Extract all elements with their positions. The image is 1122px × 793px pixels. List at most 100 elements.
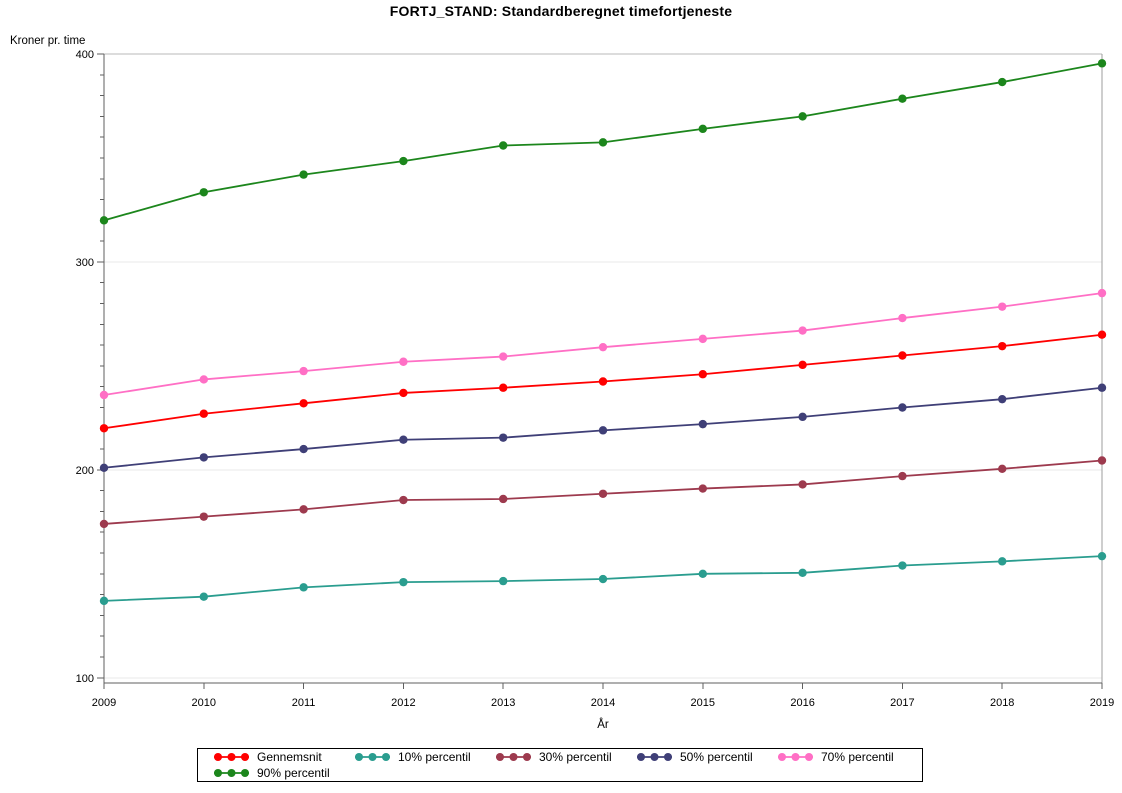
data-point: [998, 464, 1007, 474]
x-tick-label: 2018: [990, 697, 1014, 709]
data-point: [499, 433, 508, 442]
legend-item-label: 10% percentil: [398, 750, 471, 764]
data-point: [99, 390, 109, 400]
data-point: [199, 188, 208, 197]
data-point: [499, 494, 508, 504]
data-point: [399, 495, 408, 505]
data-point: [299, 505, 308, 514]
data-point: [1097, 59, 1107, 68]
data-point: [99, 519, 109, 529]
data-point: [499, 352, 508, 361]
data-point: [399, 357, 408, 366]
x-axis-title: År: [597, 719, 609, 731]
y-axis-title: Kroner pr. time: [10, 35, 86, 47]
data-point: [1097, 288, 1107, 298]
data-point: [898, 313, 907, 323]
legend-item: 10% percentil: [354, 749, 495, 765]
legend-item-label: 70% percentil: [821, 750, 894, 764]
legend-marker-icon: [214, 753, 249, 761]
data-point: [698, 569, 707, 579]
legend: Gennemsnit 10% percentil 30% percentil: [197, 748, 923, 782]
data-point: [1097, 383, 1107, 392]
data-point: [598, 138, 608, 147]
data-point: [698, 334, 707, 344]
legend-item-label: 50% percentil: [680, 750, 753, 764]
data-point: [499, 576, 508, 586]
data-point: [1097, 330, 1107, 339]
data-point: [798, 112, 807, 121]
x-tick-label: 2016: [790, 697, 814, 709]
data-point: [199, 512, 208, 521]
x-tick-label: 2012: [391, 697, 415, 709]
data-point: [499, 141, 508, 150]
legend-item: 50% percentil: [636, 749, 777, 765]
data-point: [598, 377, 608, 386]
x-tick-label: 2015: [691, 697, 715, 709]
data-point: [99, 216, 109, 225]
data-point: [399, 388, 408, 398]
data-point: [399, 156, 408, 166]
x-tick-label: 2009: [92, 697, 116, 709]
data-point: [99, 463, 109, 472]
x-tick-label: 2013: [491, 697, 515, 709]
data-point: [299, 366, 308, 376]
data-point: [399, 577, 408, 587]
data-point: [99, 596, 109, 606]
legend-item: Gennemsnit: [213, 749, 354, 765]
x-tick-label: 2017: [890, 697, 914, 709]
data-point: [898, 471, 907, 481]
data-point: [698, 484, 707, 493]
data-point: [898, 351, 907, 360]
data-point: [598, 426, 608, 435]
data-point: [898, 561, 907, 570]
data-point: [998, 557, 1007, 566]
data-point: [998, 341, 1007, 351]
data-point: [299, 444, 308, 454]
data-point: [299, 583, 308, 592]
data-point: [399, 435, 408, 444]
data-point: [898, 403, 907, 412]
y-tick-label: 400: [76, 49, 94, 61]
x-tick-label: 2011: [292, 697, 316, 709]
y-tick-label: 300: [76, 257, 94, 269]
data-point: [199, 409, 208, 418]
data-point: [199, 592, 208, 601]
legend-marker-icon: [637, 753, 672, 761]
legend-marker-icon: [355, 753, 390, 761]
legend-item-label: 30% percentil: [539, 750, 612, 764]
x-tick-label: 2019: [1090, 697, 1114, 709]
data-point: [299, 399, 308, 408]
data-point: [598, 342, 608, 352]
data-point: [1097, 456, 1107, 465]
data-point: [998, 77, 1007, 87]
data-point: [1097, 551, 1107, 561]
data-point: [698, 419, 707, 429]
legend-item: 90% percentil: [213, 765, 354, 781]
data-point: [998, 302, 1007, 311]
data-point: [898, 94, 907, 103]
data-point: [798, 480, 807, 489]
legend-marker-icon: [496, 753, 531, 761]
legend-marker-icon: [778, 753, 813, 761]
data-point: [698, 370, 707, 379]
data-point: [598, 489, 608, 498]
data-point: [998, 394, 1007, 404]
legend-item-label: Gennemsnit: [257, 750, 322, 764]
x-tick-label: 2010: [192, 697, 216, 709]
chart-title: FORTJ_STAND: Standardberegnet timefortje…: [389, 3, 733, 19]
chart-plot: 100 200 300 400 2009 2010 2011 2012 2013 2014 2015…: [76, 49, 1115, 709]
data-point: [798, 360, 807, 370]
legend-item-label: 90% percentil: [257, 766, 330, 780]
y-tick-label: 100: [76, 673, 94, 685]
data-point: [99, 424, 109, 433]
legend-item: 70% percentil: [777, 749, 918, 765]
data-point: [299, 170, 308, 179]
data-point: [598, 574, 608, 584]
y-tick-label: 200: [76, 465, 94, 477]
data-point: [798, 568, 807, 577]
data-point: [698, 124, 707, 134]
data-point: [798, 326, 807, 335]
data-point: [199, 453, 208, 462]
x-tick-label: 2014: [591, 697, 615, 709]
